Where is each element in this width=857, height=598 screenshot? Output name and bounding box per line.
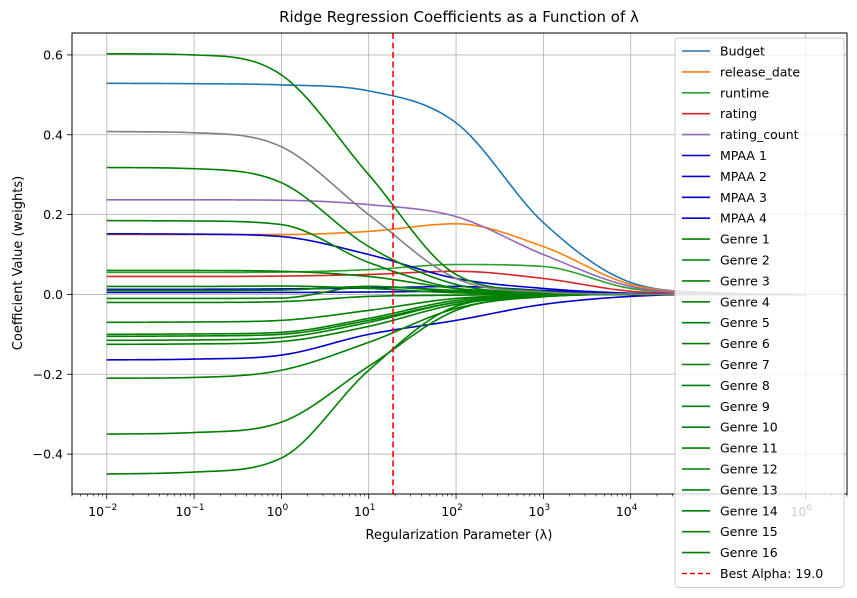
chart-title: Ridge Regression Coefficients as a Funct… (279, 8, 639, 26)
y-tick-label: 0.2 (43, 207, 63, 222)
y-tick-label: 0.0 (43, 287, 63, 302)
legend-label: Genre 14 (720, 503, 778, 518)
legend-label: rating_count (720, 127, 799, 142)
legend-label: MPAA 3 (720, 190, 767, 205)
legend-label: Genre 1 (720, 232, 770, 247)
x-tick-label: 104 (616, 503, 638, 519)
legend-label: MPAA 4 (720, 211, 767, 226)
legend-label: Genre 13 (720, 482, 778, 497)
legend-label: runtime (720, 85, 770, 100)
legend-label: MPAA 2 (720, 169, 767, 184)
legend-label: Genre 10 (720, 420, 778, 435)
legend-label: release_date (720, 64, 800, 79)
legend-label: Best Alpha: 19.0 (720, 566, 823, 581)
y-axis-label: Coefficient Value (weights) (11, 176, 26, 350)
legend-label: Genre 7 (720, 357, 770, 372)
x-tick-label: 100 (267, 503, 289, 519)
legend-label: Genre 2 (720, 253, 770, 268)
plot-frame (71, 32, 848, 495)
x-tick-label: 102 (441, 503, 463, 519)
x-tick-label: 101 (354, 503, 376, 519)
legend-label: rating (720, 106, 757, 121)
legend-label: Genre 12 (720, 462, 778, 477)
legend-label: Genre 6 (720, 336, 770, 351)
legend-label: Genre 4 (720, 294, 770, 309)
legend-label: Genre 15 (720, 524, 778, 539)
legend-label: Genre 9 (720, 399, 770, 414)
x-tick-label: 10−2 (88, 503, 117, 519)
y-tick-label: 0.6 (43, 47, 63, 62)
legend-label: Genre 11 (720, 441, 778, 456)
x-tick-label: 10−1 (175, 503, 204, 519)
y-tick-label: −0.2 (33, 367, 63, 382)
y-tick-label: −0.4 (33, 447, 63, 462)
legend-box (674, 37, 845, 588)
legend-label: Genre 3 (720, 273, 770, 288)
x-tick-label: 103 (529, 503, 551, 519)
legend-label: Genre 8 (720, 378, 770, 393)
legend-label: Genre 5 (720, 315, 770, 330)
x-axis-label: Regularization Parameter (λ) (366, 528, 553, 543)
legend-label: Budget (720, 44, 765, 59)
legend-label: Genre 16 (720, 545, 778, 560)
y-tick-label: 0.4 (43, 127, 63, 142)
legend-label: MPAA 1 (720, 148, 767, 163)
